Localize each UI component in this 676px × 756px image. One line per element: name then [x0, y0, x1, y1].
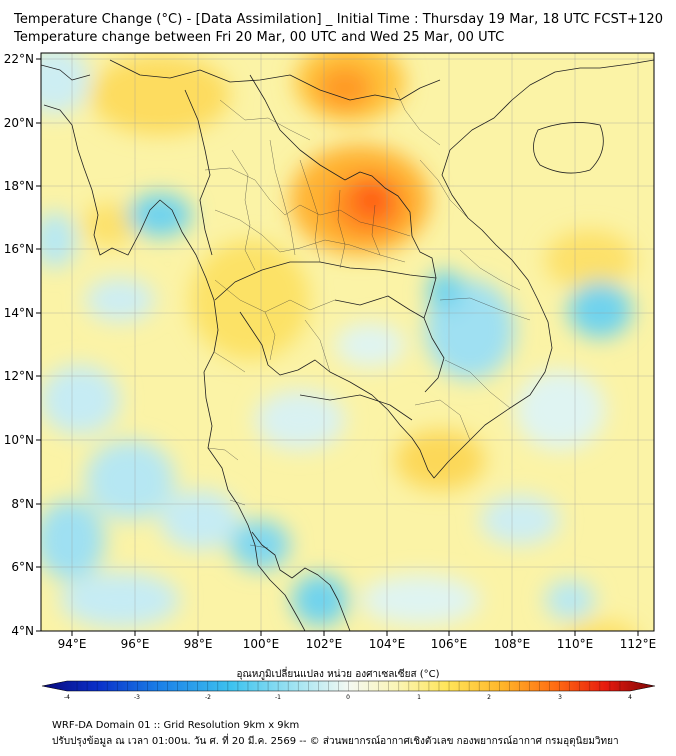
province-borders [204, 87, 531, 549]
colorbar-tick-2: 2 [487, 694, 491, 700]
colorbar-tick-1: 1 [417, 694, 421, 700]
lon-label-98e: 98°E [184, 637, 213, 651]
lon-label-96e: 96°E [121, 637, 150, 651]
chart-title: Temperature Change (°C) - [Data Assimila… [14, 12, 664, 27]
colorbar-tick-0: 0 [346, 694, 350, 700]
temperature-change-map: 22°N 20°N 18°N 16°N 14°N 12°N 10°N 8°N 6… [4, 52, 657, 700]
colorbar-label: อุณหภูมิเปลี่ยนแปลง หน่วย องศาเซลเซียส (… [236, 669, 440, 680]
lon-label-108e: 108°E [494, 637, 531, 651]
colorbar-tick-minus2: -2 [205, 694, 211, 700]
colorbar-bar [41, 680, 656, 692]
lon-label-110e: 110°E [557, 637, 594, 651]
lat-label-22n: 22°N [4, 52, 34, 66]
lat-label-6n: 6°N [11, 560, 34, 574]
lat-label-10n: 10°N [4, 433, 34, 447]
lat-label-14n: 14°N [4, 306, 34, 320]
colorbar-tick-minus3: -3 [134, 694, 140, 700]
colorbar-tick-labels: -4 -3 -2 -1 0 1 2 3 4 [64, 694, 632, 700]
longitude-labels: 94°E 96°E 98°E 100°E 102°E 104°E 106°E 1… [58, 637, 657, 651]
colorbar-tick-3: 3 [558, 694, 562, 700]
latitude-labels: 22°N 20°N 18°N 16°N 14°N 12°N 10°N 8°N 6… [4, 52, 34, 638]
lon-label-106e: 106°E [431, 637, 468, 651]
lat-label-12n: 12°N [4, 369, 34, 383]
temperature-field [41, 53, 654, 631]
axis-ticks [36, 58, 639, 636]
coastlines-borders [41, 59, 654, 631]
lon-label-94e: 94°E [58, 637, 87, 651]
footer-model-info: WRF-DA Domain 01 :: Grid Resolution 9km … [52, 720, 300, 731]
colorbar: -4 -3 -2 -1 0 1 2 3 4 [41, 680, 656, 700]
lat-label-20n: 20°N [4, 116, 34, 130]
lon-label-102e: 102°E [306, 637, 343, 651]
lon-label-112e: 112°E [620, 637, 657, 651]
colorbar-segment-lines [76, 681, 621, 691]
gridlines [41, 53, 654, 632]
colorbar-tick-minus4: -4 [64, 694, 70, 700]
lat-label-18n: 18°N [4, 179, 34, 193]
chart-subtitle: Temperature change between Fri 20 Mar, 0… [14, 30, 505, 45]
lat-label-8n: 8°N [11, 497, 34, 511]
colorbar-tick-4: 4 [628, 694, 632, 700]
lat-label-4n: 4°N [11, 624, 34, 638]
lon-label-104e: 104°E [369, 637, 406, 651]
footer-credit: ปรับปรุงข้อมูล ณ เวลา 01:00น. วัน ศ. ที่… [52, 736, 619, 747]
lat-label-16n: 16°N [4, 242, 34, 256]
lon-label-100e: 100°E [243, 637, 280, 651]
colorbar-tick-minus1: -1 [275, 694, 281, 700]
map-frame [40, 52, 655, 632]
